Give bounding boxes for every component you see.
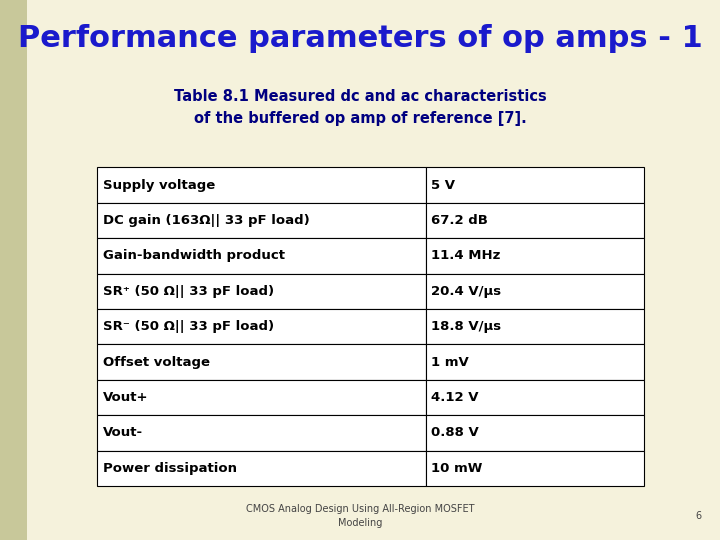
Text: SR⁺ (50 Ω|| 33 pF load): SR⁺ (50 Ω|| 33 pF load) — [103, 285, 274, 298]
Bar — [426, 203, 644, 238]
Text: Supply voltage: Supply voltage — [103, 179, 215, 192]
Text: Table 8.1 Measured dc and ac characteristics
of the buffered op amp of reference: Table 8.1 Measured dc and ac characteris… — [174, 89, 546, 126]
Bar — [97, 309, 426, 345]
Text: 1 mV: 1 mV — [431, 356, 469, 369]
Bar — [0, 0, 27, 540]
Text: 18.8 V/μs: 18.8 V/μs — [431, 320, 501, 333]
Bar — [426, 167, 644, 203]
Bar — [426, 450, 644, 486]
Text: Power dissipation: Power dissipation — [103, 462, 237, 475]
Text: Offset voltage: Offset voltage — [103, 356, 210, 369]
Bar — [97, 345, 426, 380]
Text: 0.88 V: 0.88 V — [431, 427, 479, 440]
Bar — [426, 415, 644, 450]
Bar — [97, 380, 426, 415]
Bar — [426, 274, 644, 309]
Bar — [426, 380, 644, 415]
Bar — [97, 274, 426, 309]
Text: 4.12 V: 4.12 V — [431, 391, 479, 404]
Text: DC gain (163Ω|| 33 pF load): DC gain (163Ω|| 33 pF load) — [103, 214, 310, 227]
Bar — [426, 345, 644, 380]
Text: 20.4 V/μs: 20.4 V/μs — [431, 285, 501, 298]
Text: Gain-bandwidth product: Gain-bandwidth product — [103, 249, 285, 262]
Text: Vout-: Vout- — [103, 427, 143, 440]
Text: Vout+: Vout+ — [103, 391, 148, 404]
Text: 6: 6 — [696, 511, 702, 521]
Text: 67.2 dB: 67.2 dB — [431, 214, 488, 227]
Bar — [97, 203, 426, 238]
Bar — [426, 309, 644, 345]
Text: 11.4 MHz: 11.4 MHz — [431, 249, 500, 262]
Bar — [426, 238, 644, 274]
Bar — [97, 415, 426, 450]
Bar — [97, 450, 426, 486]
Bar — [97, 238, 426, 274]
Text: SR⁻ (50 Ω|| 33 pF load): SR⁻ (50 Ω|| 33 pF load) — [103, 320, 274, 333]
Text: 10 mW: 10 mW — [431, 462, 482, 475]
Text: 5 V: 5 V — [431, 179, 455, 192]
Bar — [97, 167, 426, 203]
Text: CMOS Analog Design Using All-Region MOSFET
Modeling: CMOS Analog Design Using All-Region MOSF… — [246, 504, 474, 528]
Text: Performance parameters of op amps - 1: Performance parameters of op amps - 1 — [17, 24, 703, 53]
